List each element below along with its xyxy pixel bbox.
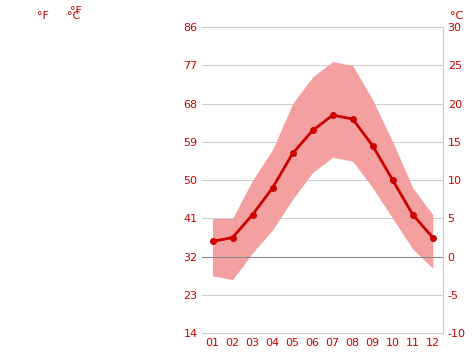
Text: °C: °C xyxy=(67,11,80,21)
Text: °C: °C xyxy=(450,11,463,21)
Text: °F: °F xyxy=(36,11,49,21)
Text: °F: °F xyxy=(71,6,82,16)
